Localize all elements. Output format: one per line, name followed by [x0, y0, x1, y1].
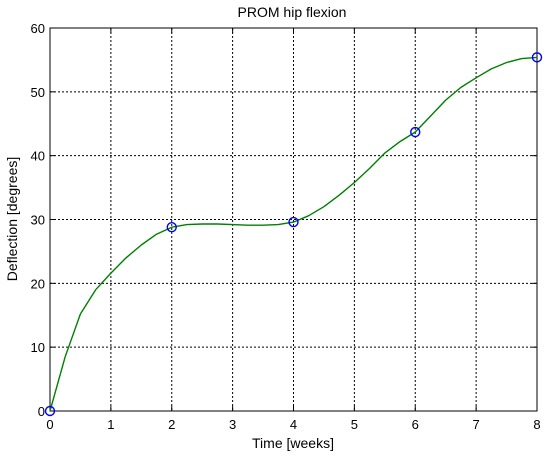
data-point [531, 52, 543, 63]
y-tick-label: 30 [31, 213, 45, 228]
y-tick-label: 40 [31, 149, 45, 164]
x-tick-label: 0 [46, 417, 53, 432]
y-tick-label: 50 [31, 85, 45, 100]
x-axis-label: Time [weeks] [252, 435, 334, 451]
series-curve [49, 56, 538, 412]
data-point [44, 405, 56, 417]
x-tick-label: 6 [412, 417, 419, 432]
x-tick-label: 5 [351, 417, 358, 432]
x-tick-label: 8 [533, 417, 540, 432]
data-point [410, 126, 421, 138]
x-tick-label: 1 [107, 417, 114, 432]
data-point [166, 221, 177, 233]
ticks: 0 1 2 3 4 5 6 7 8 0 10 20 30 40 50 60 [31, 21, 541, 432]
data-point [288, 216, 299, 228]
x-tick-label: 7 [473, 417, 480, 432]
x-tick-label: 2 [168, 417, 175, 432]
series [44, 52, 543, 417]
y-tick-label: 60 [31, 21, 45, 36]
chart-title: PROM hip flexion [238, 4, 347, 20]
x-tick-label: 4 [290, 417, 297, 432]
y-tick-label: 0 [38, 404, 45, 419]
x-tick-label: 3 [229, 417, 236, 432]
y-tick-label: 10 [31, 340, 45, 355]
y-tick-label: 20 [31, 276, 45, 291]
y-axis-label: Deflection [degrees] [4, 157, 20, 282]
